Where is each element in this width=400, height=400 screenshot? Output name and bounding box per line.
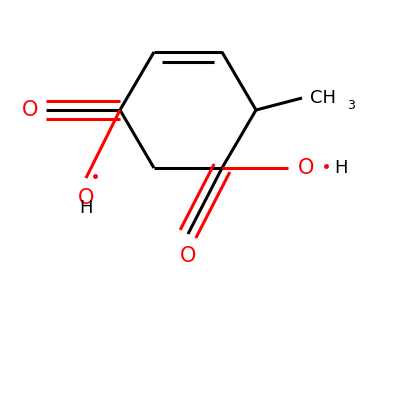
Text: H: H	[334, 159, 348, 177]
Text: O: O	[78, 188, 94, 208]
Text: 3: 3	[347, 99, 355, 112]
Text: H: H	[79, 199, 93, 217]
Text: O: O	[22, 100, 38, 120]
Text: O: O	[298, 158, 314, 178]
Text: O: O	[180, 246, 196, 266]
Text: CH: CH	[310, 89, 336, 107]
